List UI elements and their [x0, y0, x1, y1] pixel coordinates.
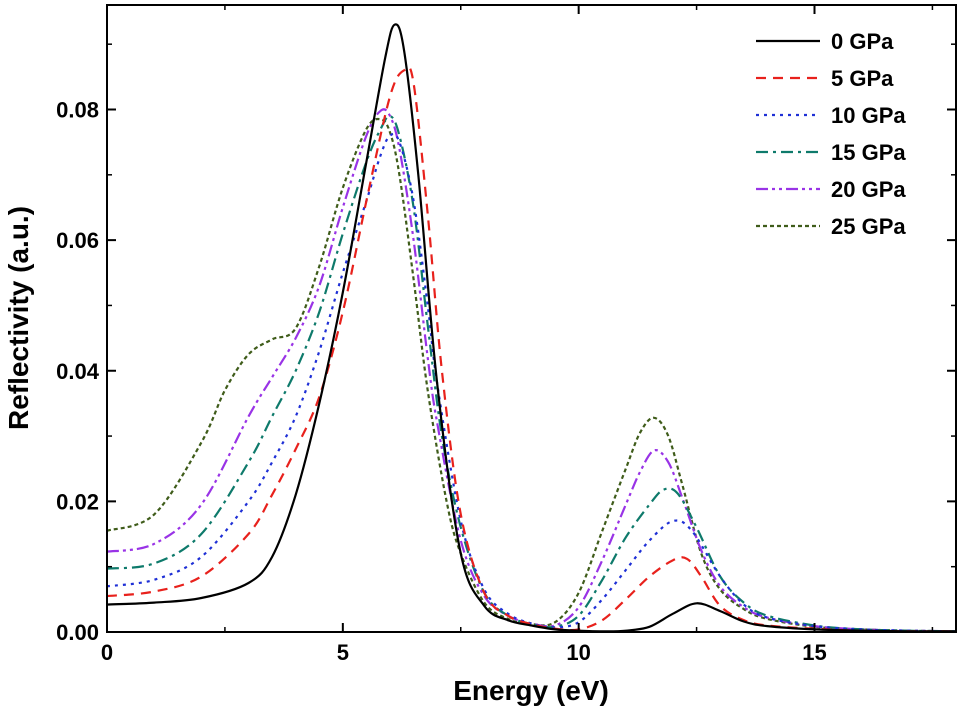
y-tick-label: 0.08 [56, 98, 99, 123]
series-line-20-gpa [106, 108, 957, 633]
legend-label: 20 GPa [831, 177, 906, 202]
y-tick-label: 0.02 [56, 489, 99, 514]
legend-label: 10 GPa [831, 103, 906, 128]
series-line-25-gpa [106, 117, 957, 633]
ticks-layer: 0 5 10 15 0.00 0.02 0.04 0.06 0.08 [56, 5, 956, 665]
legend-label: 15 GPa [831, 140, 906, 165]
x-tick-label: 15 [802, 640, 826, 665]
legend: 0 GPa 5 GPa 10 GPa 15 GPa 20 GPa 25 GPa [756, 29, 906, 239]
series-line-10-gpa [106, 132, 957, 633]
y-axis-title: Reflectivity (a.u.) [3, 206, 34, 430]
y-tick-label: 0.04 [56, 359, 100, 384]
y-tick-label: 0.06 [56, 228, 99, 253]
x-axis-title: Energy (eV) [453, 675, 609, 706]
series-layer [106, 23, 957, 633]
x-tick-label: 10 [566, 640, 590, 665]
series-line-0-gpa [106, 23, 957, 633]
x-tick-label: 5 [337, 640, 349, 665]
plot-frame [106, 4, 957, 633]
series-line-5-gpa [106, 65, 957, 633]
y-tick-label: 0.00 [56, 620, 99, 645]
legend-label: 25 GPa [831, 214, 906, 239]
legend-label: 0 GPa [831, 29, 894, 54]
x-tick-label: 0 [101, 640, 113, 665]
legend-label: 5 GPa [831, 66, 894, 91]
